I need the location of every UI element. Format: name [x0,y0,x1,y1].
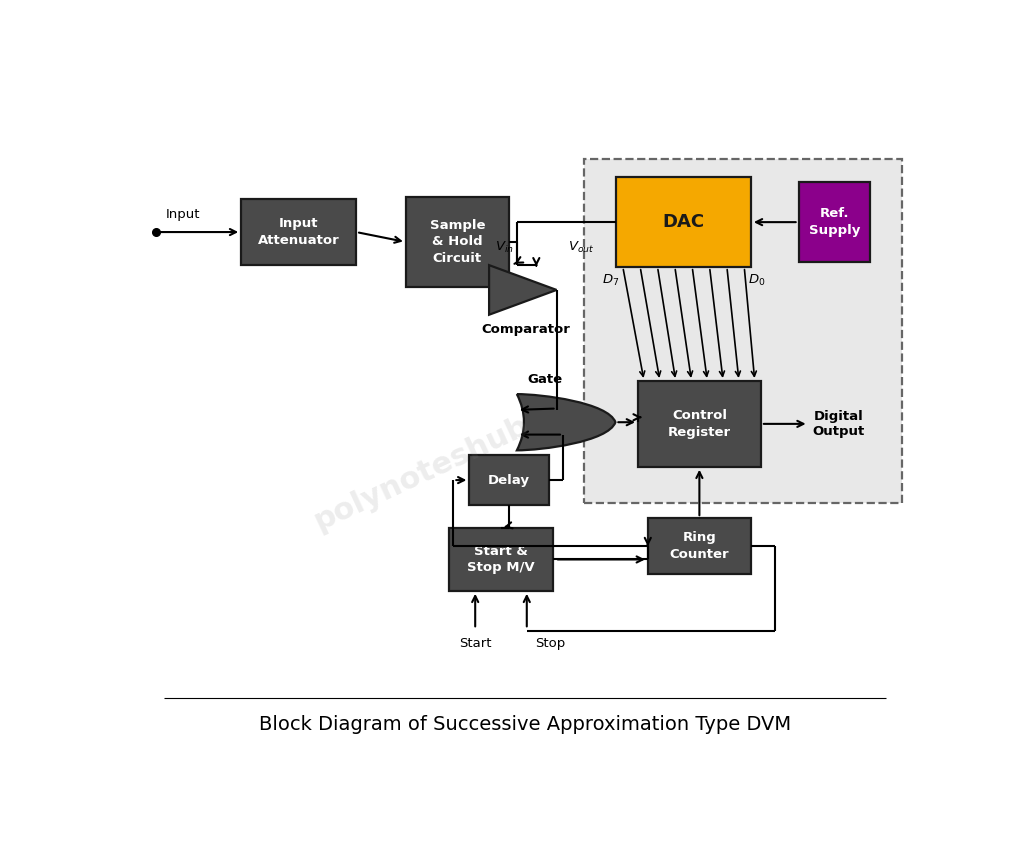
FancyBboxPatch shape [648,518,751,575]
Text: Comparator: Comparator [481,323,570,336]
Text: Start: Start [459,637,492,650]
FancyBboxPatch shape [799,182,870,262]
Text: Block Diagram of Successive Approximation Type DVM: Block Diagram of Successive Approximatio… [259,716,791,734]
Text: Stop: Stop [535,637,565,650]
Text: $V_\mathregular{out}$: $V_\mathregular{out}$ [568,241,595,255]
Text: Control
Register: Control Register [668,409,731,439]
FancyBboxPatch shape [585,159,902,503]
Polygon shape [489,265,557,314]
Text: $V_\mathregular{in}$: $V_\mathregular{in}$ [495,241,513,255]
Text: Digital
Output: Digital Output [812,410,864,438]
FancyBboxPatch shape [241,199,356,265]
PathPatch shape [517,394,615,450]
Text: Gate: Gate [527,373,563,387]
Text: Input
Attenuator: Input Attenuator [258,217,340,247]
FancyBboxPatch shape [450,528,553,591]
Text: Input: Input [165,209,200,222]
Text: $D_0$: $D_0$ [749,273,766,289]
FancyBboxPatch shape [638,381,761,467]
Text: Ring
Counter: Ring Counter [670,532,729,561]
FancyBboxPatch shape [469,455,549,505]
Text: Ref.
Supply: Ref. Supply [809,207,860,237]
Text: Sample
& Hold
Circuit: Sample & Hold Circuit [430,219,485,265]
Text: Delay: Delay [487,473,530,486]
Text: Start &
Stop M/V: Start & Stop M/V [467,545,535,574]
Text: $D_7$: $D_7$ [601,273,618,289]
FancyBboxPatch shape [616,178,751,267]
Text: polynoteshub: polynoteshub [309,411,534,536]
Text: DAC: DAC [663,213,705,231]
FancyBboxPatch shape [406,198,509,287]
